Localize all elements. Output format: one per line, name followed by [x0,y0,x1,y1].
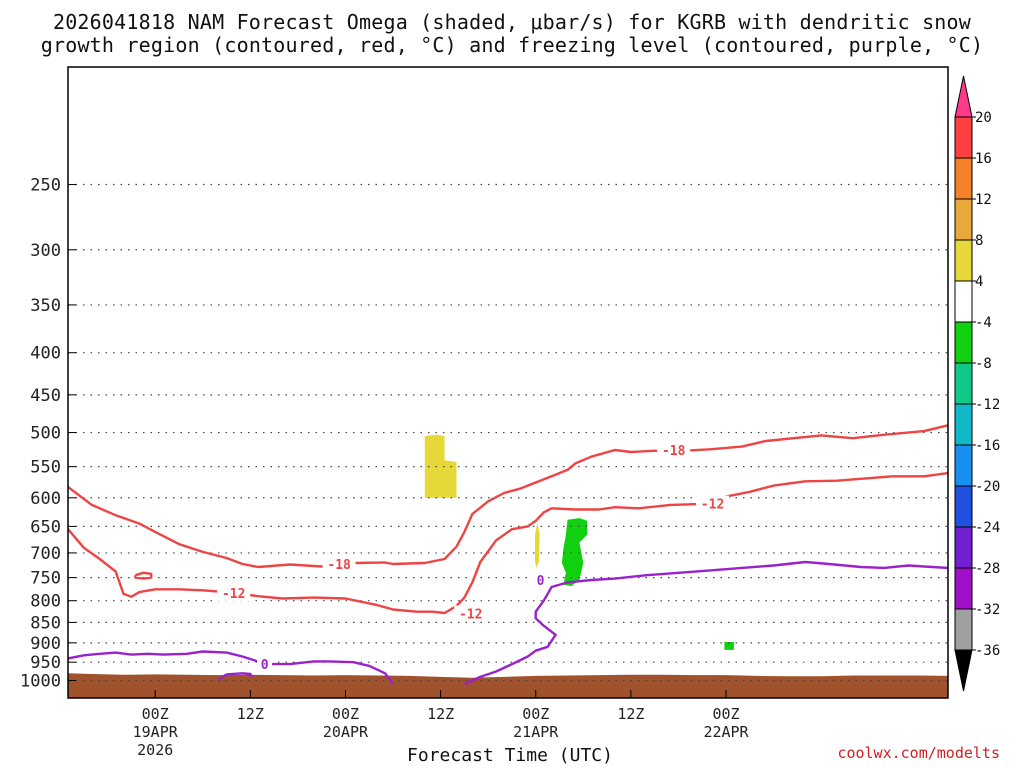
colorbar-label-9: -20 [975,479,1000,495]
colorbar-swatch-9 [954,444,973,487]
y-tick-label-400: 400 [30,344,61,364]
credit-text: coolwx.com/modelts [837,744,1000,762]
contour-label-bg-0-1 [657,441,691,458]
y-tick-label-1000: 1000 [20,672,61,692]
colorbar-label-3: 8 [975,233,983,249]
x-axis-label: Forecast Time (UTC) [407,745,613,766]
x-tick-label-1-1: 12Z [237,705,264,723]
contour-label-0-0: -18 [327,558,351,573]
x-tick-label-6-2: 22APR [703,723,749,741]
colorbar-label-6: -8 [975,356,992,372]
y-tick-label-450: 450 [30,386,61,406]
colorbar-label-1: 16 [975,151,992,167]
colorbar-label-12: -32 [975,602,1000,618]
contour-label-bg-1-1 [454,605,488,622]
y-tick-label-800: 800 [30,592,61,612]
contour-freezing-4 [217,672,253,681]
x-tick-label-0-2: 19APR [133,723,179,741]
y-tick-label-950: 950 [30,653,61,673]
x-tick-label-0-3: 2026 [137,741,173,759]
colorbar-swatch-4 [954,239,973,282]
contour-label-3-1: 0 [537,574,545,589]
x-tick-label-4-2: 21APR [513,723,559,741]
y-tick-label-300: 300 [30,241,61,261]
x-tick-label-0-1: 00Z [142,705,169,723]
colorbar-label-5: -4 [975,315,992,331]
colorbar-swatch-8 [954,403,973,446]
y-tick-label-250: 250 [30,176,61,196]
omega-shaded-region-1 [535,522,540,568]
contour-label-1-1: -12 [459,607,482,622]
x-tick-label-2-1: 00Z [332,705,359,723]
colorbar-label-2: 12 [975,192,992,208]
x-tick-label-6-1: 00Z [712,705,739,723]
contour-label-1-0: -12 [222,587,245,602]
colorbar-swatch-7 [954,362,973,405]
colorbar: 20 16 12 8 4 -4 -8 -12 -16 -20 -24 -28 -32 -36 [954,75,1000,692]
colorbar-swatch-13 [954,608,973,651]
omega-shaded-region-3 [724,642,734,650]
colorbar-label-10: -24 [975,520,1000,536]
terrain-fill [68,673,948,698]
plot-area: 2503003504004505005506006507007508008509… [20,66,949,759]
contour-label-bg-3-0 [257,656,273,673]
contour-label-bg-1-2 [696,495,730,512]
y-tick-label-900: 900 [30,634,61,654]
y-tick-label-600: 600 [30,489,61,509]
omega-shaded-region-0 [424,434,457,498]
contour-label-3-0: 0 [261,658,269,673]
y-tick-label-650: 650 [30,517,61,537]
contour-dgz-0 [67,424,949,569]
contour-label-bg-0-0 [322,555,356,572]
y-tick-label-850: 850 [30,613,61,633]
x-tick-label-4-1: 00Z [522,705,549,723]
colorbar-label-4: 4 [975,274,983,290]
colorbar-bottom-triangle [954,649,973,692]
contour-freezing-3 [67,650,394,685]
contour-label-1-2: -12 [701,498,724,513]
colorbar-top-triangle [954,75,973,118]
y-tick-label-350: 350 [30,296,61,316]
x-tick-label-5-1: 12Z [617,705,644,723]
colorbar-swatch-12 [954,567,973,610]
contour-label-0-1: -18 [662,444,686,459]
contour-dgz_ring-2 [134,571,153,580]
colorbar-label-8: -16 [975,438,1000,454]
contour-label-bg-3-1 [533,571,549,588]
colorbar-label-11: -28 [975,561,1000,577]
y-tick-label-500: 500 [30,424,61,444]
colorbar-swatch-5 [954,280,973,323]
y-tick-label-550: 550 [30,458,61,478]
omega-shaded-region-2 [561,518,588,587]
colorbar-swatch-10 [954,485,973,528]
chart-title-line-2: growth region (contoured, red, °C) and f… [40,33,984,57]
colorbar-label-13: -36 [975,643,1000,659]
colorbar-swatch-3 [954,198,973,241]
colorbar-swatch-2 [954,157,973,200]
colorbar-label-7: -12 [975,397,1000,413]
y-tick-label-700: 700 [30,544,61,564]
x-tick-label-3-1: 12Z [427,705,454,723]
contour-label-bg-1-0 [217,585,251,602]
plot-frame [67,66,949,699]
colorbar-label-0: 20 [975,110,992,126]
contour-dgz-1 [67,471,949,615]
colorbar-swatch-1 [954,116,973,159]
x-tick-label-2-2: 20APR [323,723,369,741]
chart-title-line-1: 2026041818 NAM Forecast Omega (shaded, μ… [52,10,972,34]
contour-freezing-5 [463,560,949,686]
colorbar-swatch-11 [954,526,973,569]
y-tick-label-750: 750 [30,569,61,589]
colorbar-swatch-6 [954,321,973,364]
